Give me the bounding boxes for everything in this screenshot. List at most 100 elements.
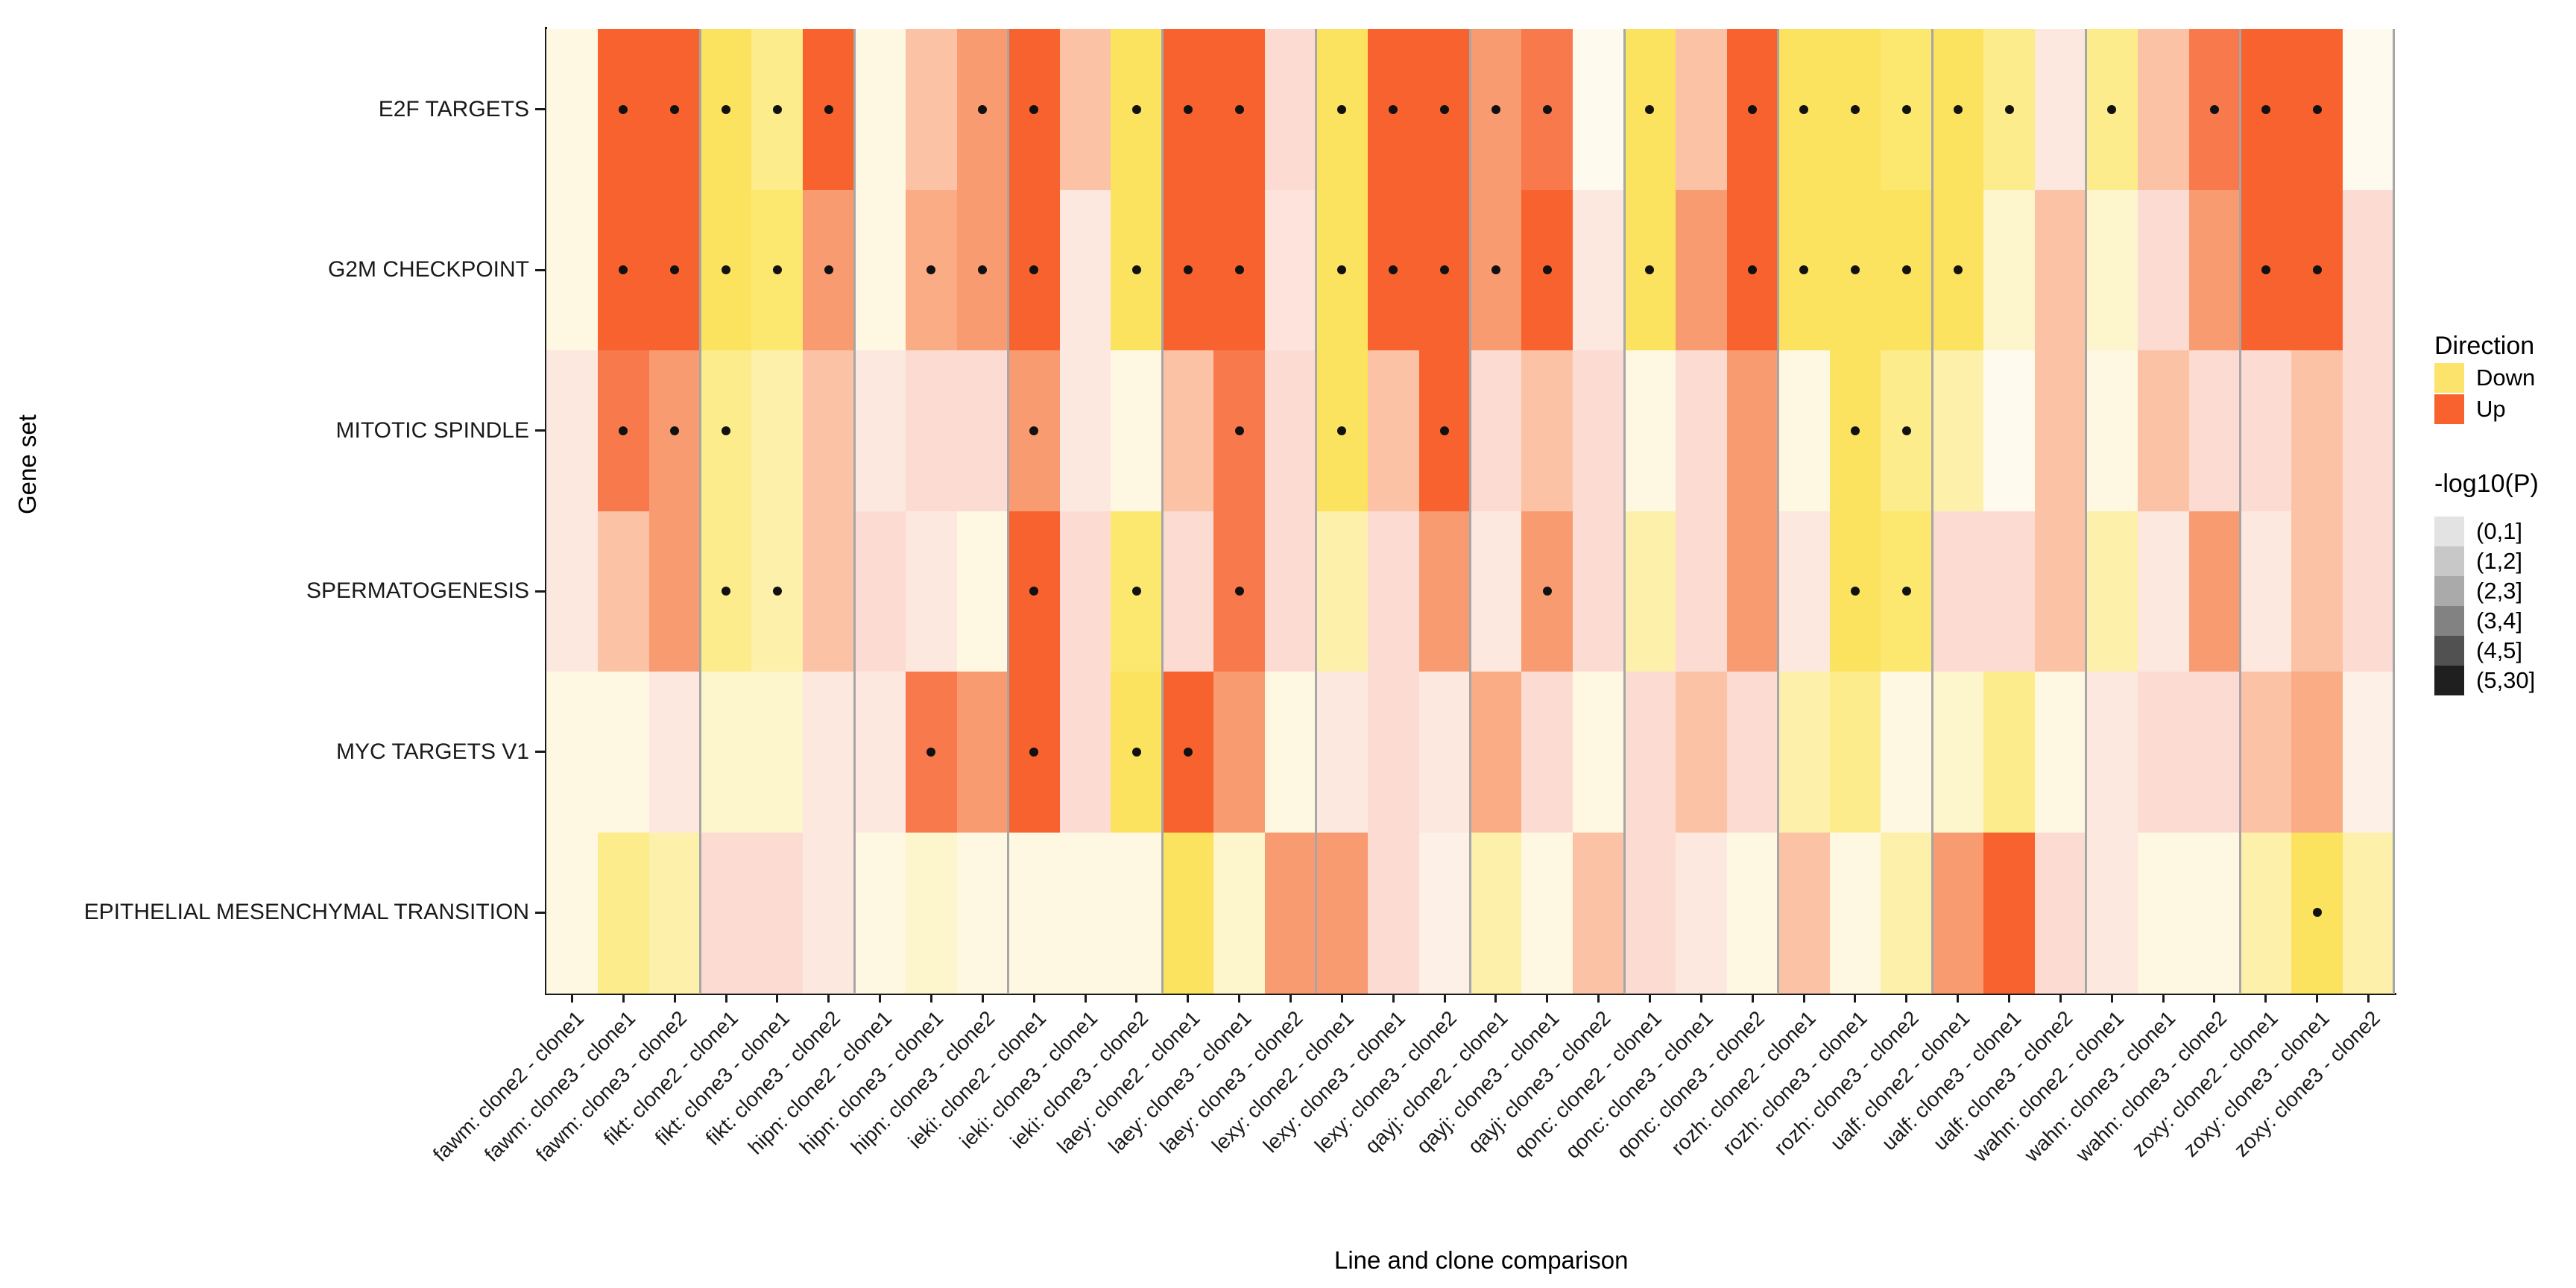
y-tick-label: MITOTIC SPINDLE xyxy=(335,417,529,443)
heatmap-cell xyxy=(906,350,958,512)
significance-dot xyxy=(1850,104,1860,114)
heatmap-cell xyxy=(854,511,906,672)
y-tick-mark xyxy=(535,590,545,593)
heatmap-cell xyxy=(1059,832,1112,994)
heatmap-cell xyxy=(803,511,855,672)
group-separator xyxy=(1777,29,1780,993)
heatmap-cell xyxy=(546,511,599,672)
legend-label-pvalue: (4,5] xyxy=(2476,637,2523,663)
significance-dot xyxy=(1901,265,1911,275)
x-tick-mark xyxy=(2162,993,2165,1003)
x-tick-mark xyxy=(1597,993,1600,1003)
significance-dot xyxy=(1131,747,1141,757)
heatmap-cell xyxy=(2343,511,2395,672)
significance-dot xyxy=(978,265,988,275)
heatmap-cell xyxy=(1470,832,1523,994)
heatmap-cell xyxy=(2034,832,2087,994)
heatmap-cell xyxy=(1983,511,2036,672)
heatmap-cell xyxy=(2137,29,2190,191)
significance-dot xyxy=(722,265,730,275)
heatmap-cell xyxy=(2086,672,2138,833)
heatmap-cell xyxy=(1932,672,1984,833)
x-tick-mark xyxy=(2367,993,2370,1003)
x-axis-title: Line and clone comparison xyxy=(1334,1246,1629,1274)
heatmap-cell xyxy=(1726,672,1779,833)
heatmap-cell xyxy=(1983,672,2036,833)
heatmap-cell xyxy=(2137,189,2190,351)
significance-dot xyxy=(1645,265,1655,275)
heatmap-cell xyxy=(1932,350,1984,512)
heatmap-cell xyxy=(1265,350,1317,512)
heatmap-cell xyxy=(2086,511,2138,672)
heatmap-cell xyxy=(1675,672,1728,833)
heatmap-cell xyxy=(906,832,958,994)
significance-dot xyxy=(619,265,628,275)
heatmap-cell xyxy=(2240,672,2292,833)
x-tick-mark xyxy=(1187,993,1190,1003)
significance-dot xyxy=(1234,587,1244,596)
heatmap-cell xyxy=(2188,832,2241,994)
significance-dot xyxy=(1029,265,1039,275)
significance-dot xyxy=(2312,265,2322,275)
significance-dot xyxy=(1029,587,1039,596)
heatmap-cell xyxy=(1418,511,1471,672)
significance-dot xyxy=(1491,265,1500,275)
x-tick-mark xyxy=(2008,993,2010,1003)
heatmap-cell xyxy=(1675,350,1728,512)
x-tick-mark xyxy=(673,993,676,1003)
significance-dot xyxy=(1799,104,1809,114)
heatmap-cell xyxy=(1624,350,1676,512)
heatmap-cell xyxy=(1521,832,1573,994)
legend-label-up: Up xyxy=(2476,396,2506,422)
x-tick-mark xyxy=(879,993,882,1003)
heatmap-cell xyxy=(1778,511,1831,672)
legend-swatch-pvalue xyxy=(2434,636,2464,666)
significance-dot xyxy=(1131,587,1141,596)
heatmap-cell xyxy=(1059,350,1112,512)
heatmap-cell xyxy=(597,511,650,672)
heatmap-cell xyxy=(1675,832,1728,994)
significance-dot xyxy=(1337,265,1347,275)
group-separator xyxy=(1007,29,1010,993)
heatmap-cell xyxy=(2034,511,2087,672)
significance-dot xyxy=(1542,104,1552,114)
heatmap-cell xyxy=(1316,511,1368,672)
significance-dot xyxy=(926,747,936,757)
significance-dot xyxy=(722,587,730,596)
y-tick-mark xyxy=(535,751,545,754)
heatmap-cell xyxy=(1265,511,1317,672)
y-tick-label: G2M CHECKPOINT xyxy=(327,257,529,282)
heatmap-cell xyxy=(1624,832,1676,994)
heatmap-cell xyxy=(546,672,599,833)
heatmap-cell xyxy=(2240,832,2292,994)
x-tick-mark xyxy=(2213,993,2216,1003)
x-tick-mark xyxy=(1546,993,1549,1003)
heatmap-cell xyxy=(2086,832,2138,994)
group-separator xyxy=(2238,29,2241,993)
heatmap-cell xyxy=(1881,672,1933,833)
significance-dot xyxy=(1901,104,1911,114)
legend-swatch-up xyxy=(2434,394,2464,424)
x-tick-mark xyxy=(622,993,625,1003)
x-tick-mark xyxy=(1238,993,1241,1003)
heatmap-cell xyxy=(1521,672,1573,833)
heatmap-cell xyxy=(2137,832,2190,994)
x-tick-mark xyxy=(1443,993,1446,1003)
x-tick-mark xyxy=(1340,993,1343,1003)
significance-dot xyxy=(824,265,833,275)
heatmap-cell xyxy=(546,189,599,351)
significance-dot xyxy=(926,265,936,275)
heatmap-cell xyxy=(1778,672,1831,833)
significance-dot xyxy=(722,104,730,114)
heatmap-cell xyxy=(1675,29,1728,191)
x-tick-mark xyxy=(1135,993,1138,1003)
heatmap-cell xyxy=(1470,350,1523,512)
y-tick-mark xyxy=(535,268,545,271)
heatmap-cell xyxy=(2343,350,2395,512)
heatmap-cell xyxy=(700,672,753,833)
heatmap-cell xyxy=(546,29,599,191)
heatmap-cell xyxy=(1726,511,1779,672)
heatmap-cell xyxy=(956,350,1009,512)
heatmap-cell xyxy=(2188,350,2241,512)
heatmap-cell xyxy=(1881,832,1933,994)
